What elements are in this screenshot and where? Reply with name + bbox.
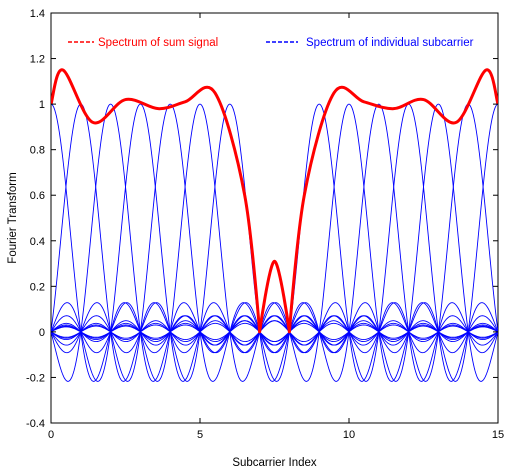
subcarrier-curve: [51, 103, 498, 382]
subcarrier-curve: [51, 103, 498, 382]
subcarrier-curve: [51, 103, 498, 382]
subcarrier-curve: [51, 103, 498, 382]
subcarrier-curve: [51, 103, 498, 382]
y-tick-label: -0.4: [26, 418, 45, 430]
y-tick-label: 0.6: [30, 190, 45, 202]
subcarrier-curve: [51, 103, 498, 382]
y-tick-label: 0: [39, 327, 45, 339]
y-tick-label: 1.2: [30, 54, 45, 66]
x-tick-label: 10: [343, 429, 355, 441]
subcarrier-curve: [51, 103, 498, 382]
x-tick-label: 0: [48, 429, 54, 441]
subcarrier-curve: [51, 103, 498, 382]
axis-ticks: [50, 12, 499, 424]
y-tick-label: 1.4: [30, 8, 45, 20]
y-tick-label: 1: [39, 99, 45, 111]
plot-frame: [50, 12, 499, 424]
x-tick-label: 15: [492, 429, 504, 441]
subcarrier-curve: [51, 103, 498, 382]
y-tick-label: 0.8: [30, 145, 45, 157]
individual-subcarrier-curves: [51, 103, 498, 382]
axis-tick-labels: 0 5 10 15 -0.4 -0.2 0 0.2 0.4 0.6 0.8 1 1.2 1.4: [26, 8, 504, 441]
y-tick-label: 0.4: [30, 236, 45, 248]
y-tick-label: -0.2: [26, 372, 45, 384]
y-tick-label: 0.2: [30, 281, 45, 293]
subcarrier-curve: [51, 103, 498, 382]
x-axis-label: Subcarrier Index: [232, 457, 317, 469]
subcarrier-curve: [51, 103, 498, 382]
legend-sum-signal-label: Spectrum of sum signal: [98, 37, 218, 49]
plot-area: [50, 12, 499, 424]
legend-individual-subcarrier-label: Spectrum of individual subcarrier: [306, 37, 474, 49]
y-axis-label: Fourier Transform: [7, 172, 19, 263]
subcarrier-curve: [51, 103, 498, 382]
subcarrier-curve: [51, 103, 498, 382]
sum-signal-curve: [51, 68, 498, 334]
legend: Spectrum of sum signal Spectrum of indiv…: [68, 37, 474, 49]
subcarrier-curve: [51, 103, 498, 382]
x-tick-label: 5: [197, 429, 203, 441]
